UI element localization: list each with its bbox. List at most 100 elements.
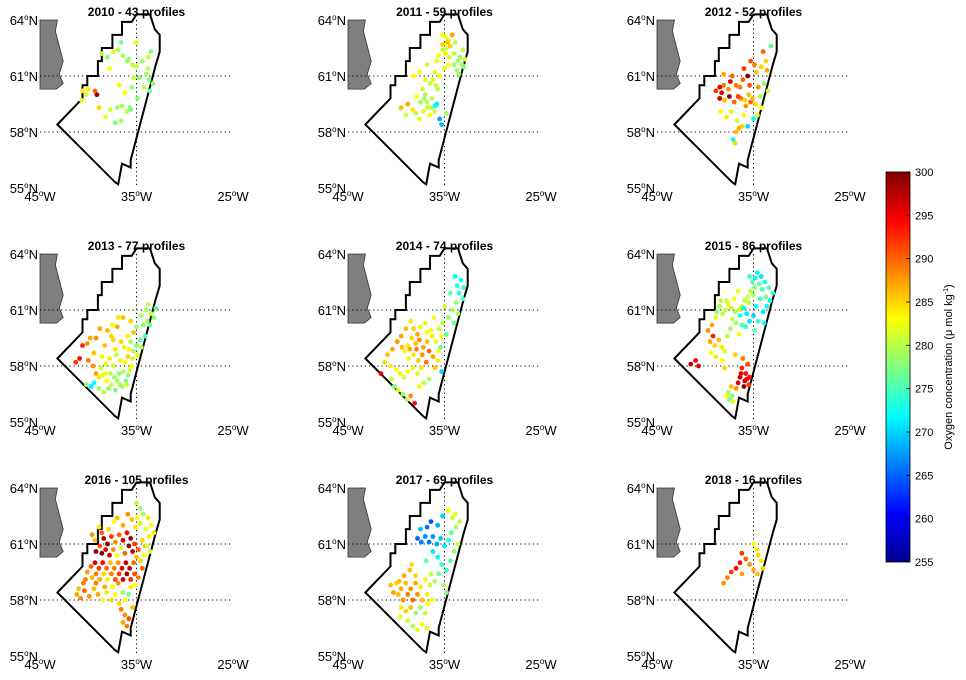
profile-point	[451, 549, 457, 554]
profile-point	[144, 318, 150, 324]
profile-point	[150, 81, 156, 86]
profile-point	[733, 82, 739, 88]
profile-point	[118, 40, 124, 45]
profile-point	[122, 612, 128, 618]
profile-point	[85, 358, 91, 363]
profile-point	[757, 296, 763, 302]
profile-point	[426, 539, 432, 545]
y-tick-label: 64oN	[10, 13, 38, 28]
profile-point	[729, 316, 735, 322]
profile-point	[735, 94, 741, 99]
x-tick-label: 25oW	[217, 423, 249, 438]
profile-point	[435, 358, 441, 363]
profile-point	[138, 344, 144, 350]
profile-point	[427, 81, 433, 86]
panel-title: 2011 - 59 profiles	[396, 5, 493, 19]
profile-point	[742, 97, 748, 103]
profile-point	[124, 109, 130, 114]
profile-point	[411, 352, 416, 358]
profile-point	[413, 610, 418, 616]
profile-point	[758, 274, 764, 279]
profile-point	[719, 344, 725, 350]
profile-point	[722, 97, 727, 103]
panel-title: 2015 - 86 profiles	[705, 239, 803, 253]
profile-point	[766, 285, 772, 290]
profile-point	[422, 92, 428, 98]
profile-point	[100, 560, 106, 566]
profile-point	[424, 62, 430, 68]
x-tick-label: 25oW	[834, 657, 866, 672]
profile-point	[423, 558, 429, 564]
profile-point	[104, 590, 109, 595]
profile-point	[423, 359, 429, 365]
profile-point	[727, 326, 733, 332]
study-region-outline	[55, 13, 161, 186]
land-mass	[656, 253, 681, 324]
profile-point	[121, 344, 127, 350]
profile-point	[133, 524, 138, 530]
profile-point	[717, 96, 723, 101]
profile-point	[110, 547, 116, 552]
y-tick-label: 61oN	[10, 537, 38, 552]
profile-point	[453, 300, 459, 305]
y-tick-label: 58oN	[10, 125, 38, 140]
profile-point	[435, 522, 441, 528]
x-tick-label: 35oW	[429, 423, 461, 438]
profile-point	[146, 77, 152, 83]
profile-point	[126, 543, 132, 549]
profile-point	[147, 88, 153, 94]
y-tick-label: 64oN	[10, 481, 38, 496]
profile-point	[461, 64, 467, 70]
profile-point	[721, 71, 726, 77]
colorbar-tick-label: 300	[915, 167, 933, 179]
profile-point	[451, 51, 457, 56]
profile-point	[755, 571, 760, 577]
profile-point	[148, 311, 154, 317]
profile-point	[712, 343, 718, 348]
profile-point	[103, 114, 108, 120]
profile-point	[722, 365, 727, 371]
profile-point	[439, 562, 444, 567]
profile-point	[723, 307, 728, 313]
profile-point	[439, 122, 444, 127]
y-tick-label: 58oN	[10, 593, 38, 608]
profile-point	[424, 592, 430, 597]
profile-point	[730, 399, 736, 404]
profile-point	[415, 331, 420, 337]
y-tick-label: 55oN	[10, 649, 38, 664]
profile-point	[718, 298, 724, 304]
profile-point	[130, 62, 136, 68]
profile-point	[400, 391, 406, 397]
profile-point	[747, 318, 752, 324]
profile-point	[116, 601, 122, 607]
profile-point	[418, 605, 423, 610]
study-region-outline	[363, 13, 469, 186]
profile-point	[100, 597, 106, 603]
profile-point	[428, 571, 434, 577]
profile-point	[444, 590, 449, 595]
profile-point	[688, 361, 694, 367]
profile-point	[132, 541, 138, 547]
profile-point	[757, 94, 763, 99]
profile-point	[406, 356, 412, 361]
x-tick-label: 25oW	[217, 189, 249, 204]
profile-point	[134, 64, 139, 70]
profile-point	[99, 550, 105, 556]
profile-point	[738, 371, 744, 376]
y-tick-label: 64oN	[627, 247, 655, 262]
profile-point	[427, 112, 433, 118]
profile-point	[398, 586, 404, 592]
profile-point	[138, 337, 143, 343]
profile-point	[429, 96, 435, 101]
profile-point	[745, 124, 751, 129]
profile-point	[89, 532, 95, 538]
profile-point	[750, 96, 755, 101]
profile-point	[139, 537, 145, 543]
profile-point	[713, 315, 719, 320]
profile-point	[398, 105, 404, 111]
profile-point	[127, 565, 133, 571]
profile-point	[405, 618, 411, 623]
profile-point	[430, 77, 436, 83]
profile-point	[116, 371, 122, 376]
profile-point	[141, 84, 147, 90]
